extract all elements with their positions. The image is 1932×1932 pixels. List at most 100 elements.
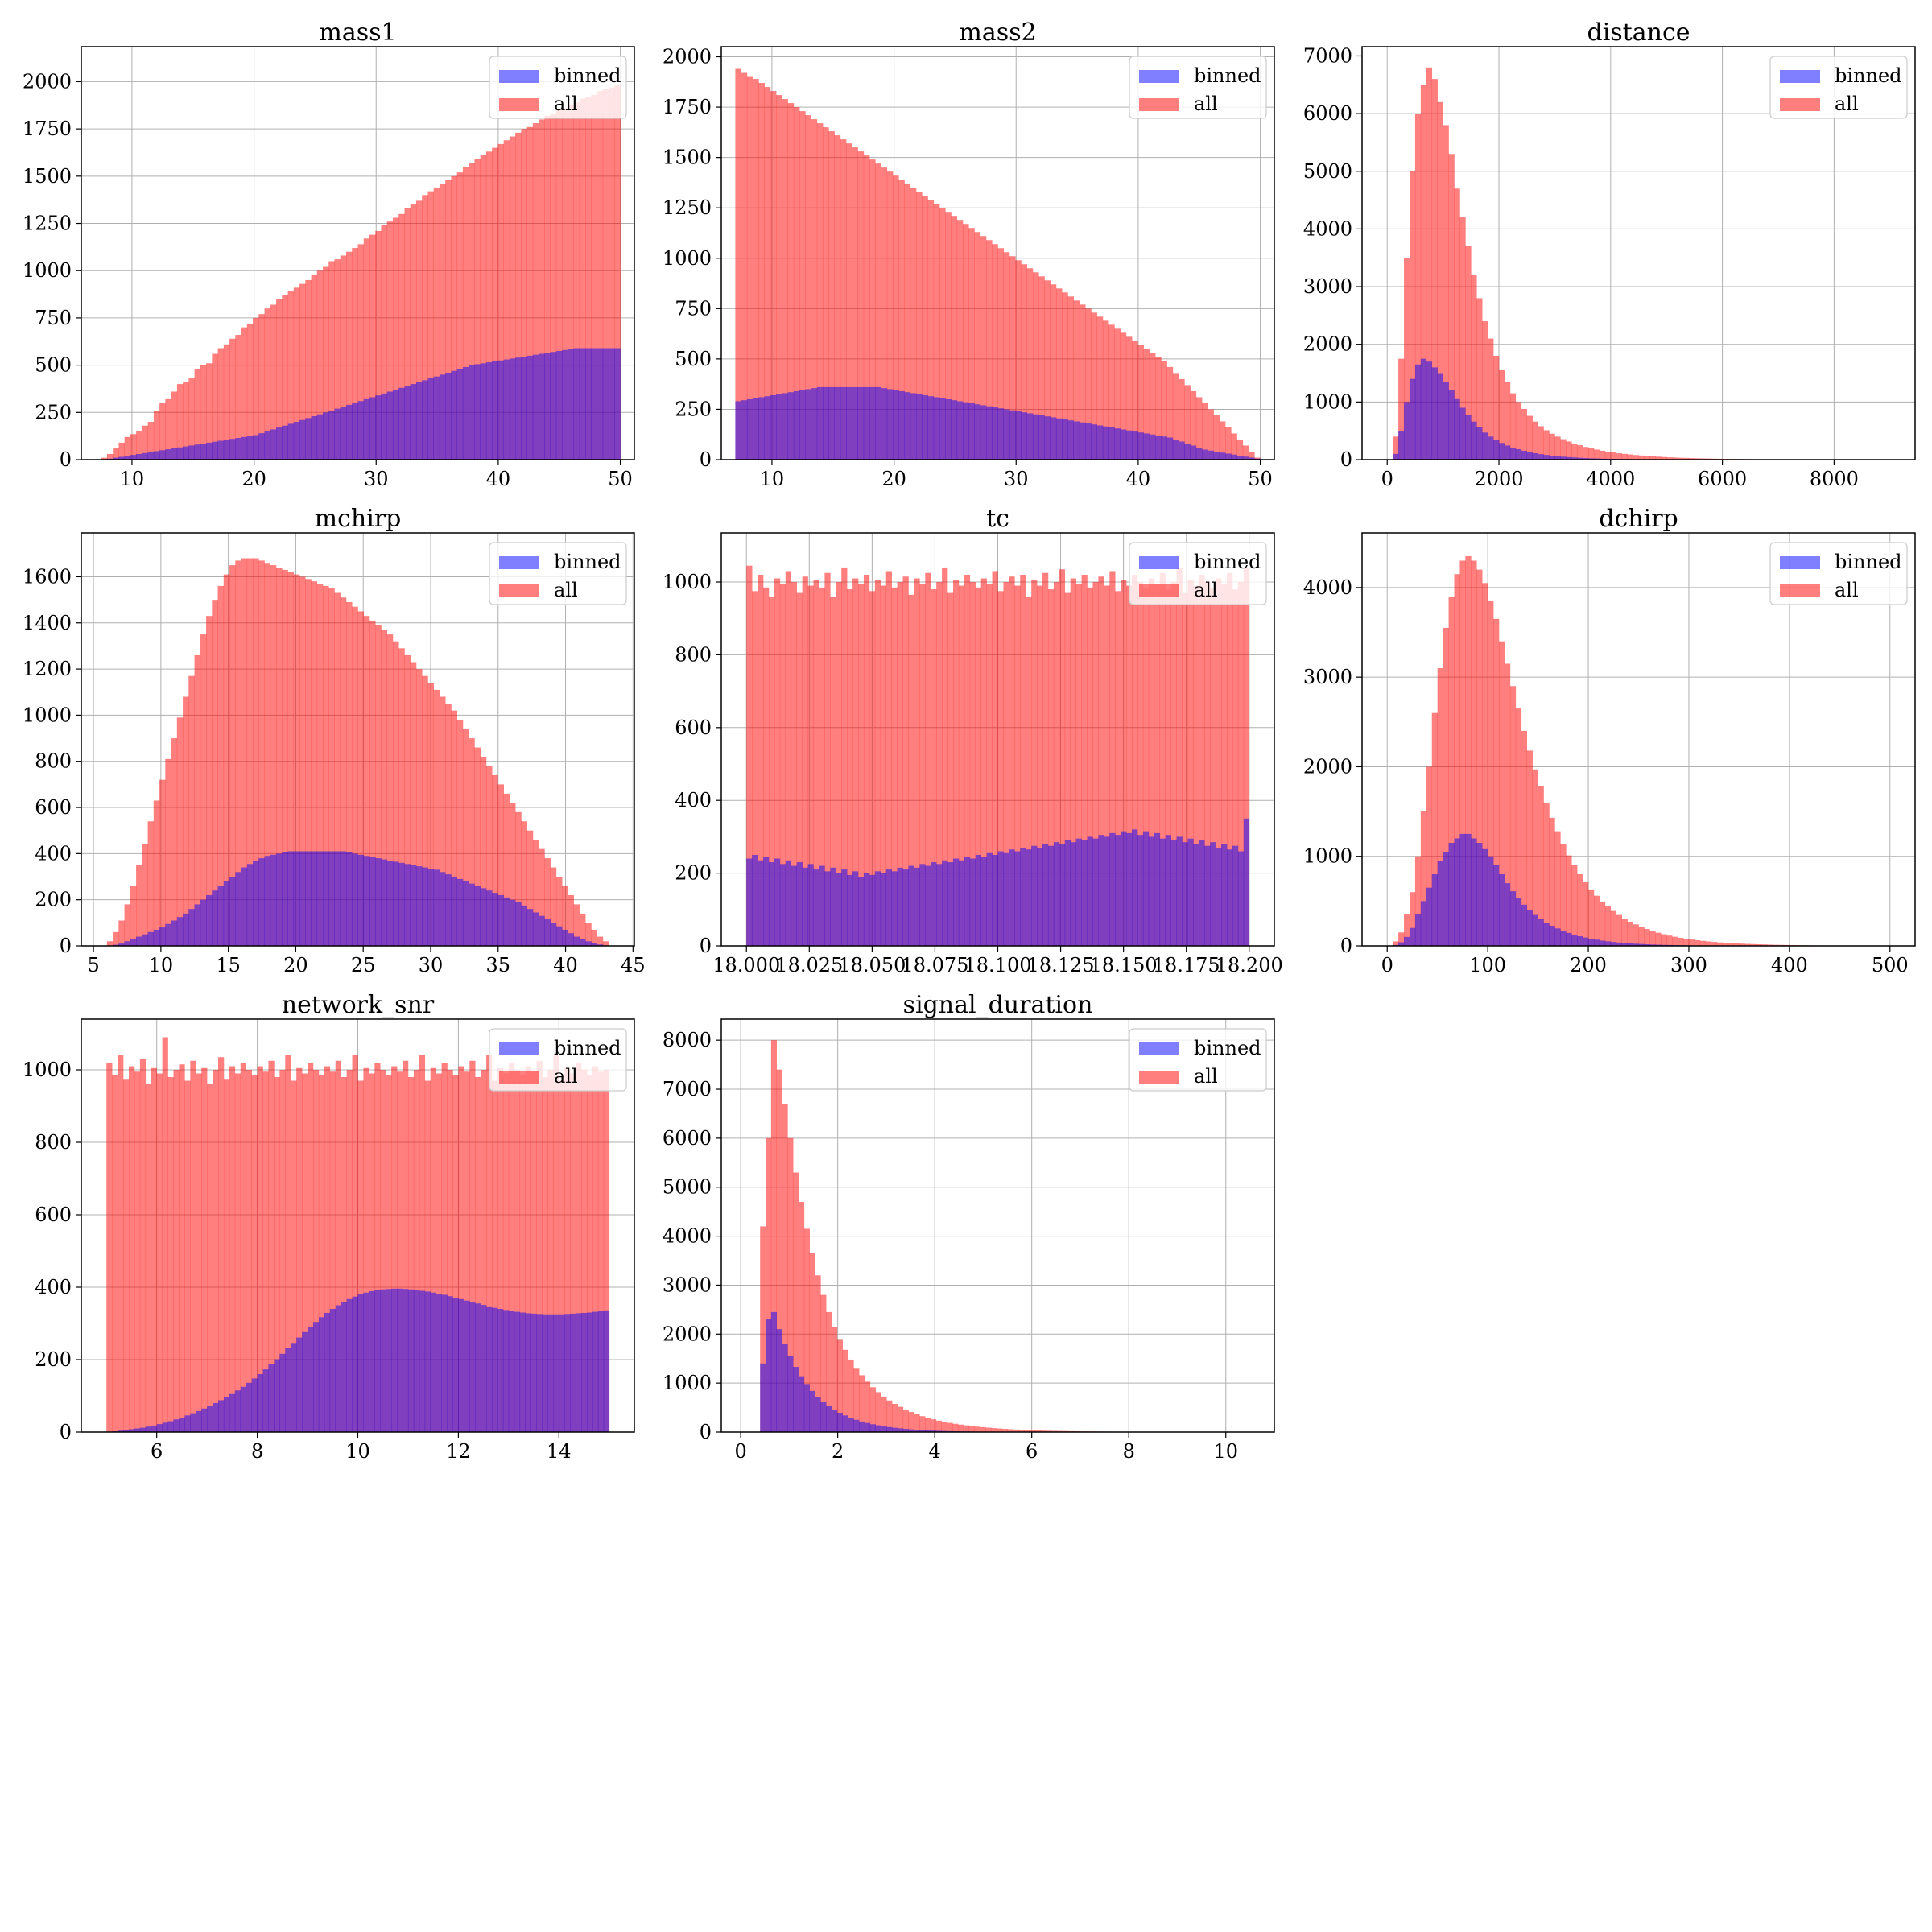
bar-all — [212, 600, 218, 946]
y-tick-label: 1250 — [23, 213, 72, 235]
bar-all — [935, 1420, 942, 1432]
bar-binned — [881, 388, 888, 460]
x-tick-label: 18.075 — [901, 954, 968, 976]
bar-all — [836, 582, 842, 946]
x-tick-label: 400 — [1771, 954, 1808, 976]
legend-swatch-binned — [499, 1042, 539, 1055]
y-tick-label: 600 — [35, 796, 72, 819]
bar-all — [492, 1080, 498, 1432]
bar-binned — [323, 851, 329, 946]
bar-binned — [1471, 421, 1477, 460]
bar-all — [752, 591, 758, 946]
bar-all — [1037, 585, 1043, 946]
legend-label-binned: binned — [1835, 551, 1902, 573]
bar-binned — [188, 909, 195, 946]
x-tick-label: 5 — [87, 954, 99, 976]
bar-binned — [1459, 833, 1466, 946]
bar-all — [758, 83, 765, 460]
bar-binned — [1404, 936, 1410, 946]
bar-binned — [402, 1289, 409, 1432]
bar-all — [579, 98, 586, 460]
bar-binned — [305, 851, 312, 946]
bar-all — [316, 584, 324, 946]
legend-label-all: all — [1194, 579, 1218, 601]
bar-all — [892, 1404, 898, 1432]
bar-binned — [369, 1290, 375, 1432]
bar-all — [299, 283, 306, 460]
bar-all — [207, 1084, 213, 1432]
bar-all — [530, 1071, 537, 1432]
bar-binned — [919, 864, 926, 946]
bar-all — [162, 1037, 168, 1432]
bar-binned — [925, 1430, 931, 1432]
x-tick-label: 20 — [242, 468, 266, 490]
bar-all — [803, 1228, 810, 1432]
bar-all — [1409, 171, 1416, 460]
bar-binned — [480, 363, 487, 460]
y-tick-label: 6000 — [1303, 102, 1352, 125]
bar-binned — [859, 1421, 865, 1432]
bar-all — [1560, 439, 1567, 460]
bar-binned — [902, 869, 909, 946]
bar-all — [1672, 457, 1678, 460]
bar-binned — [793, 390, 800, 460]
bar-all — [930, 1419, 937, 1432]
bar-all — [1431, 712, 1438, 946]
bar-binned — [1476, 843, 1483, 946]
bar-all — [1599, 901, 1606, 946]
bar-all — [1015, 260, 1022, 460]
bar-all — [925, 1418, 931, 1432]
bar-all — [179, 1064, 185, 1432]
bar-binned — [1142, 831, 1150, 946]
bar-all — [1249, 451, 1255, 460]
bar-all — [776, 95, 782, 460]
bar-binned — [1420, 901, 1427, 946]
x-tick-label: 20 — [283, 954, 308, 976]
x-tick-label: 14 — [547, 1440, 572, 1463]
bar-binned — [753, 398, 759, 460]
bar-all — [1398, 932, 1405, 946]
bar-all — [947, 592, 954, 946]
bar-binned — [947, 862, 954, 946]
bar-all — [329, 1071, 336, 1432]
bar-all — [776, 1069, 782, 1432]
bar-all — [1210, 587, 1216, 946]
bar-all — [1414, 114, 1422, 460]
bar-binned — [318, 1317, 325, 1432]
bar-all — [1161, 361, 1167, 460]
bar-all — [427, 683, 435, 946]
bar-all — [1059, 569, 1066, 946]
axes-frame — [80, 532, 635, 947]
legend-label-all: all — [1835, 93, 1859, 115]
bar-binned — [130, 455, 137, 460]
bar-all — [1213, 415, 1220, 460]
bar-all — [992, 571, 998, 946]
x-tick-label: 30 — [364, 468, 389, 490]
bar-binned — [206, 894, 213, 946]
series-binned — [113, 851, 609, 946]
bar-all — [828, 131, 835, 460]
bar-all — [922, 196, 928, 460]
bar-all — [1009, 576, 1015, 946]
bar-all — [1398, 358, 1405, 460]
bar-all — [318, 1075, 325, 1432]
bar-binned — [445, 373, 452, 460]
bar-all — [481, 1070, 487, 1432]
bar-all — [235, 560, 242, 946]
bar-binned — [481, 1305, 487, 1432]
bar-all — [942, 567, 948, 946]
bar-all — [1155, 357, 1162, 460]
bar-all — [869, 591, 876, 946]
bar-binned — [963, 402, 969, 460]
bar-binned — [992, 855, 998, 946]
bar-all — [1159, 572, 1166, 946]
legend-label-binned: binned — [1835, 64, 1902, 87]
bar-binned — [392, 390, 399, 460]
panel-title: dchirp — [1599, 505, 1678, 533]
bar-binned — [1195, 447, 1203, 460]
bar-all — [1108, 324, 1115, 460]
bar-binned — [1237, 851, 1245, 946]
bar-binned — [1398, 431, 1405, 460]
bar-binned — [799, 390, 806, 460]
bar-all — [1476, 298, 1483, 460]
